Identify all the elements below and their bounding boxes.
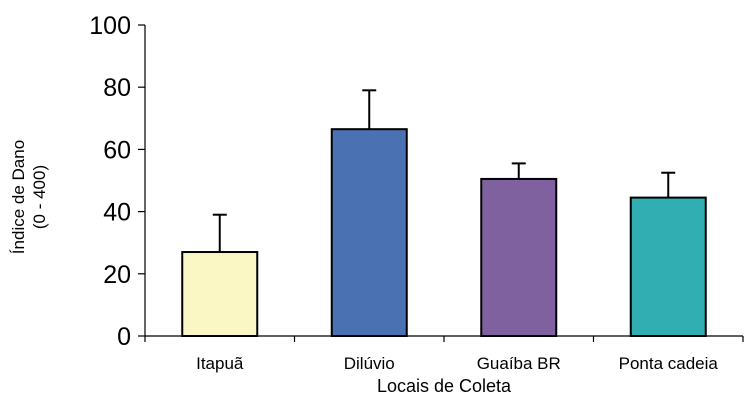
labels-layer: 0 20 40 60 80 100 Itapuã Dilúvio Guaíba BR Ponta …	[89, 12, 718, 373]
x-tick-label: Ponta cadeia	[619, 354, 719, 373]
bar	[330, 128, 408, 337]
bars-layer	[181, 128, 707, 337]
x-axis-title: Locais de Coleta	[377, 376, 512, 396]
x-tick-label: Itapuã	[196, 354, 244, 373]
y-tick-label: 40	[103, 199, 131, 227]
y-tick-label: 100	[89, 12, 131, 40]
bar	[181, 251, 259, 337]
y-axis-subtitle: (0 - 400)	[30, 165, 49, 229]
y-tick-label: 0	[117, 323, 131, 351]
y-tick-label: 80	[103, 74, 131, 102]
y-tick-label: 60	[103, 136, 131, 164]
x-tick-label: Guaíba BR	[477, 354, 561, 373]
y-axis-title: Índice de Dano	[9, 140, 28, 254]
error-bars-layer	[212, 89, 676, 253]
y-tick-label: 20	[103, 261, 131, 289]
bar	[480, 177, 558, 337]
bar	[629, 196, 707, 337]
x-tick-label: Dilúvio	[344, 354, 395, 373]
